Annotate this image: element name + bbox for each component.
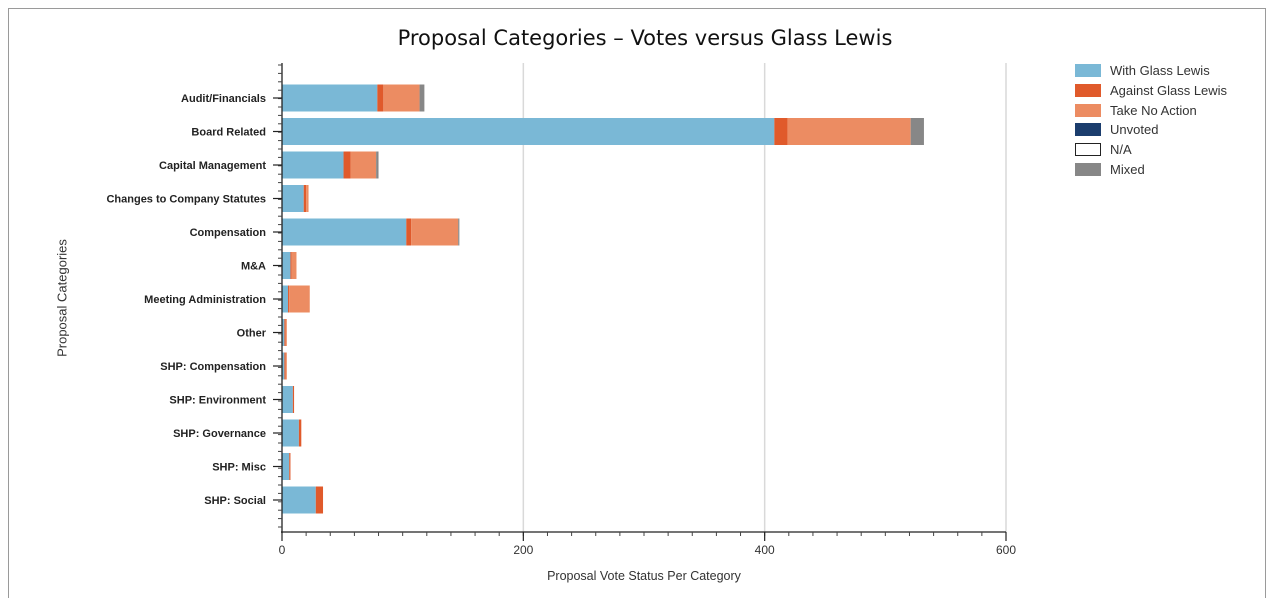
category-label: Audit/Financials [181,93,266,105]
legend-label: Unvoted [1110,122,1159,138]
bar-segment [910,118,924,145]
bar-segment [289,285,310,313]
legend-item: Mixed [1075,159,1227,179]
bar-segment [282,486,316,514]
legend-label: Against Glass Lewis [1110,83,1228,99]
bar-segment [285,352,287,380]
bar-segment [282,319,285,346]
bar-segment [303,185,307,212]
x-tick-label: 400 [755,543,775,557]
bar-segment [282,285,289,313]
bar-segment [291,252,297,279]
bar-segment [306,185,309,212]
bar-segment [282,185,304,212]
bar-segment [282,218,407,246]
category-label: Board Related [191,127,266,139]
bar-segment [350,151,377,179]
bar-segment [282,151,344,179]
bar-segment [282,419,299,447]
bar-segment [376,151,379,179]
bar-segment [774,118,788,145]
axes: 0 200 400 600 [273,63,1016,557]
legend-swatch [1075,123,1101,137]
category-labels: Audit/Financials Board Related Capital Man… [106,93,266,507]
legend-swatch [1075,162,1101,176]
legend-swatch [1075,143,1101,157]
legend-item: Take No Action [1075,100,1227,120]
category-label: Meeting Administration [144,294,266,306]
x-tick-label: 0 [279,543,286,557]
bar-segment [289,453,291,480]
bar-segment [343,151,351,179]
category-label: SHP: Environment [169,395,266,407]
bar-segment [290,252,292,279]
bar-segment [282,252,291,279]
x-axis-label: Proposal Vote Status Per Category [547,569,741,583]
legend-label: Take No Action [1110,102,1197,118]
legend-label: N/A [1110,142,1132,158]
bar-segment [282,118,775,145]
bar-segment [411,218,459,246]
y-axis-label: Proposal Categories [54,239,70,357]
category-label: Changes to Company Statutes [106,194,266,206]
legend-item: N/A [1075,140,1227,160]
category-label: Capital Management [159,160,266,172]
bar-segment [315,486,324,514]
bar-segment [419,84,425,112]
category-label: SHP: Compensation [160,361,266,373]
bar-segment [377,84,384,112]
category-label: SHP: Governance [173,428,266,440]
x-tick-label: 200 [513,543,533,557]
bar-segment [298,419,302,447]
legend-swatch [1075,103,1101,117]
legend-item: Unvoted [1075,120,1227,140]
category-label: M&A [241,261,266,273]
legend-swatch [1075,64,1101,78]
bar-segment [285,319,287,346]
bar-segment [458,218,460,246]
bar-segment [282,84,378,112]
bar-segment [383,84,420,112]
bar-segment [787,118,911,145]
bar-segment [282,352,285,380]
bar-segment [282,453,290,480]
bars [282,84,924,514]
legend-item: With Glass Lewis [1075,61,1227,81]
chart-title: Proposal Categories – Votes versus Glass… [397,26,893,50]
bar-segment [292,386,295,413]
bar-segment [282,386,293,413]
category-label: SHP: Social [204,495,266,507]
legend-label: Mixed [1110,161,1145,177]
category-label: SHP: Misc [212,462,266,474]
legend-item: Against Glass Lewis [1075,81,1227,101]
category-label: Compensation [190,227,267,239]
legend-swatch [1075,84,1101,98]
bar-segment [284,352,286,380]
category-label: Other [237,328,267,340]
bar-segment [288,285,290,313]
x-tick-label: 600 [996,543,1016,557]
legend-label: With Glass Lewis [1110,63,1210,79]
legend: With Glass Lewis Against Glass Lewis Take … [1075,61,1227,179]
bar-segment [406,218,412,246]
bar-segment [284,319,286,346]
chart-frame [8,8,1266,598]
